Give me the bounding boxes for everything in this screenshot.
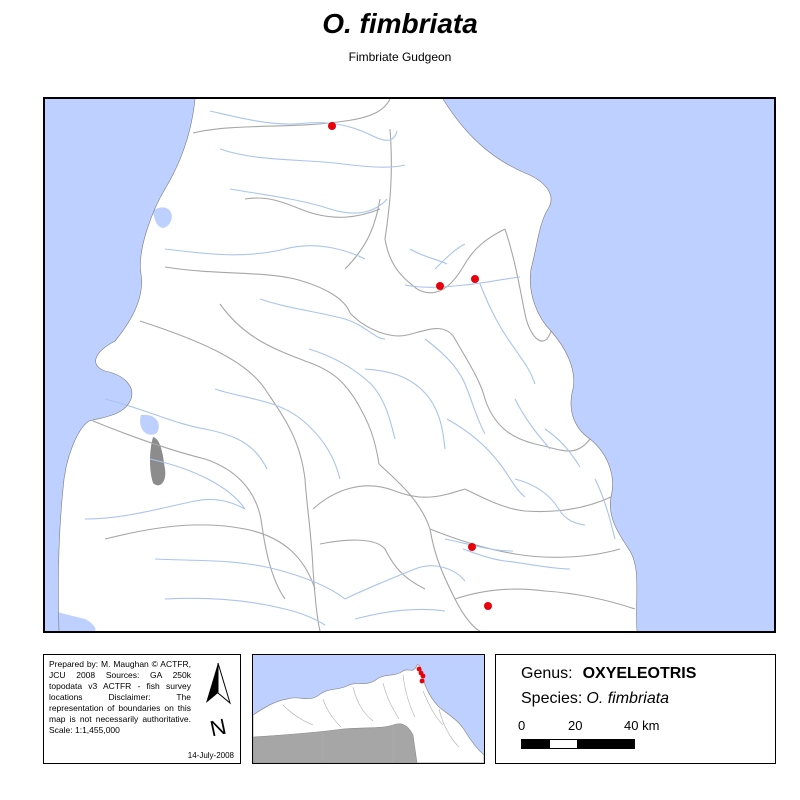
scale-label-20: 20 xyxy=(568,718,583,733)
locator-map xyxy=(252,654,485,764)
genus-label: Genus: xyxy=(521,665,573,682)
locator-boundaries xyxy=(282,674,460,763)
coastline xyxy=(58,99,638,631)
species-info-panel: Genus: OXYELEOTRIS Species: O. fimbriata 0… xyxy=(495,654,776,764)
scale-segment xyxy=(521,739,550,749)
rivers xyxy=(84,110,616,626)
catchment-boundaries xyxy=(92,99,636,631)
record-point xyxy=(328,122,336,130)
sea-southwest xyxy=(45,609,96,631)
scale-bar xyxy=(521,739,635,749)
sea-area xyxy=(45,99,774,631)
credits-panel: Prepared by: M. Maughan © ACTFR, JCU 200… xyxy=(43,654,241,764)
scale-segment xyxy=(549,739,578,749)
scale-label-0: 0 xyxy=(518,718,526,733)
north-arrow-icon: N xyxy=(206,662,231,741)
record-points xyxy=(328,122,492,610)
credits-text: Prepared by: M. Maughan © ACTFR, JCU 200… xyxy=(49,659,191,735)
record-point xyxy=(471,275,479,283)
record-point xyxy=(484,602,492,610)
species-value: O. fimbriata xyxy=(586,690,670,707)
map-title: O. fimbriata xyxy=(322,8,478,39)
sea-east xyxy=(443,99,774,631)
scale-label-40: 40 km xyxy=(624,718,660,733)
locator-points xyxy=(416,666,426,684)
sea-west xyxy=(45,99,195,631)
main-map[interactable] xyxy=(43,97,776,633)
credits-date: 14-July-2008 xyxy=(187,751,234,760)
scale-segment xyxy=(577,739,635,749)
species-row: Species: O. fimbriata xyxy=(521,690,669,708)
north-label: N xyxy=(208,714,229,741)
inlet-north xyxy=(153,207,172,228)
genus-row: Genus: OXYELEOTRIS xyxy=(521,665,696,683)
map-subtitle: Fimbriate Gudgeon xyxy=(348,50,452,64)
locator-interior xyxy=(253,723,418,763)
record-point xyxy=(468,543,476,551)
genus-value: OXYELEOTRIS xyxy=(582,665,697,682)
species-label: Species: xyxy=(521,690,583,707)
inlet-south xyxy=(140,414,159,435)
scale-labels: 0 20 40 km xyxy=(496,718,777,734)
record-point xyxy=(436,282,444,290)
